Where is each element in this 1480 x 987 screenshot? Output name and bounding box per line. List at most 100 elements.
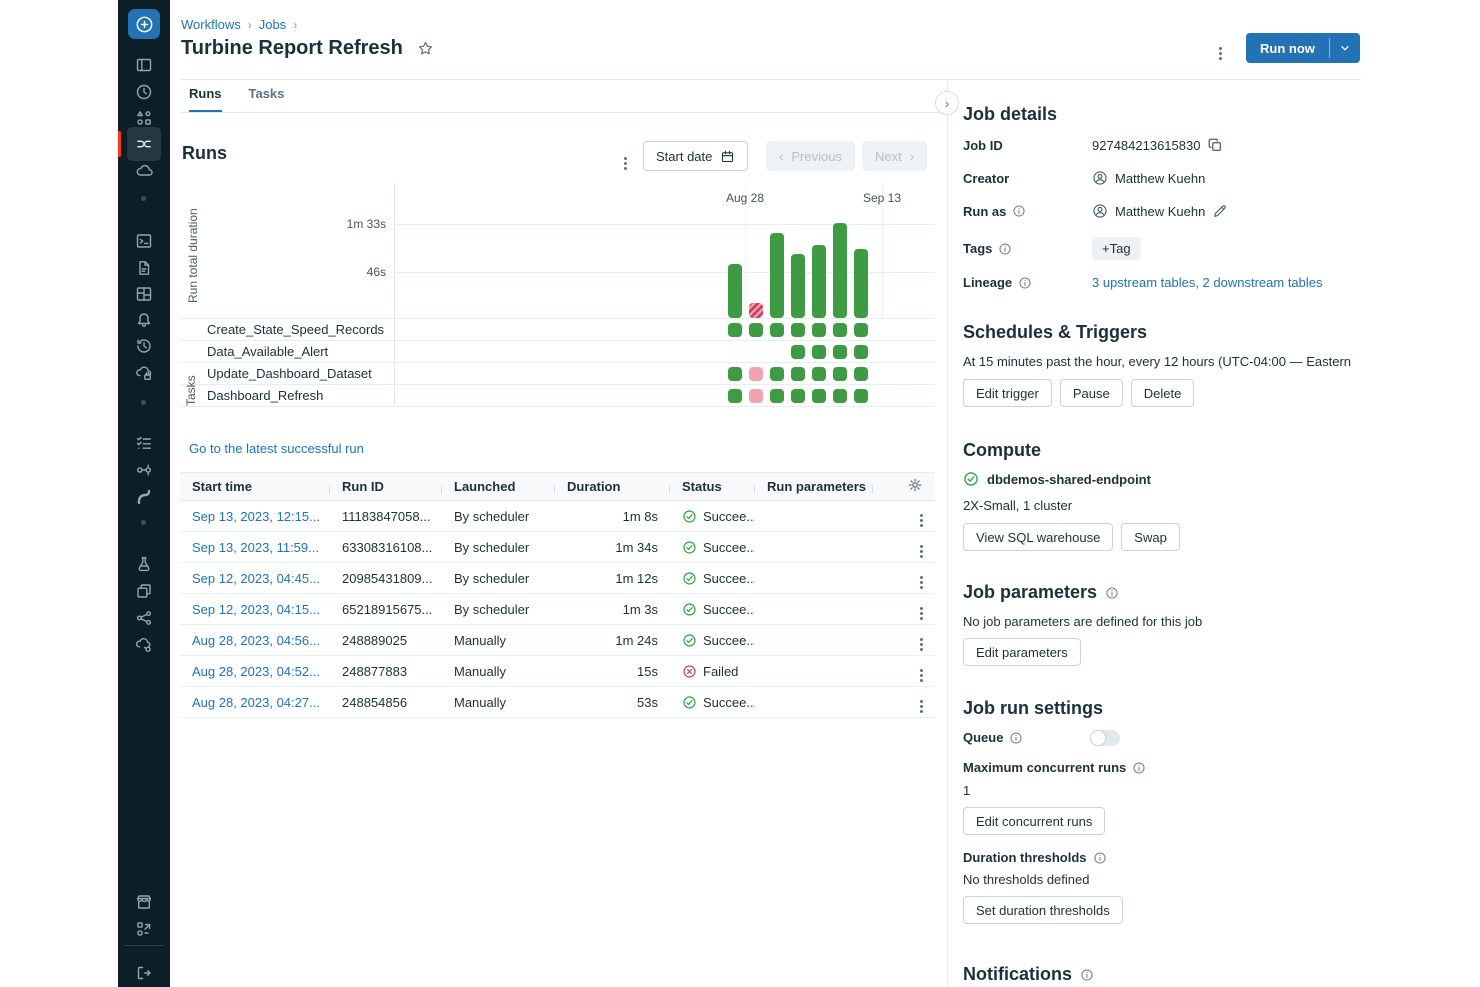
run-start-time-link[interactable]: Aug 28, 2023, 04:56...: [192, 633, 320, 648]
info-icon[interactable]: [1080, 968, 1094, 982]
row-kebab-icon[interactable]: [920, 669, 923, 682]
run-bar-success[interactable]: [728, 264, 742, 318]
sidebar-item-data-ingestion[interactable]: [131, 360, 157, 386]
run-bar-failed[interactable]: [749, 303, 763, 318]
sidebar-item-sql-editor[interactable]: [131, 228, 157, 254]
task-run-square-success[interactable]: [791, 367, 805, 381]
run-start-time-link[interactable]: Aug 28, 2023, 04:27...: [192, 695, 320, 710]
star-icon[interactable]: [417, 40, 434, 57]
next-button[interactable]: Next›: [862, 141, 927, 171]
sidebar-item-recents[interactable]: [131, 79, 157, 105]
task-run-square-success[interactable]: [854, 323, 868, 337]
latest-successful-run-link[interactable]: Go to the latest successful run: [189, 441, 364, 456]
task-run-square-success[interactable]: [728, 323, 742, 337]
task-run-square-success[interactable]: [854, 367, 868, 381]
task-run-square-success[interactable]: [854, 389, 868, 403]
task-run-square-success[interactable]: [812, 367, 826, 381]
edit-trigger-button[interactable]: Edit trigger: [963, 379, 1052, 407]
sidebar-item-query-history[interactable]: [131, 333, 157, 359]
sidebar-item-workspace[interactable]: [131, 52, 157, 78]
run-start-time-link[interactable]: Aug 28, 2023, 04:52...: [192, 664, 320, 679]
run-bar-success[interactable]: [833, 223, 847, 318]
sidebar-item-job-runs[interactable]: [131, 430, 157, 456]
copy-icon[interactable]: [1207, 137, 1223, 153]
task-run-square-success[interactable]: [791, 389, 805, 403]
pencil-icon[interactable]: [1212, 203, 1228, 219]
run-start-time-link[interactable]: Sep 13, 2023, 12:15...: [192, 509, 320, 524]
run-start-time-link[interactable]: Sep 12, 2023, 04:15...: [192, 602, 320, 617]
info-icon[interactable]: [1105, 586, 1119, 600]
sidebar-item-partner-connect[interactable]: [131, 916, 157, 942]
info-icon[interactable]: [1093, 851, 1107, 865]
column-header[interactable]: Start time: [180, 479, 330, 494]
column-header[interactable]: Status: [670, 479, 755, 494]
row-kebab-icon[interactable]: [920, 607, 923, 620]
lineage-link[interactable]: 3 upstream tables, 2 downstream tables: [1092, 275, 1323, 290]
swap-button[interactable]: Swap: [1121, 523, 1180, 551]
task-run-square-success[interactable]: [833, 323, 847, 337]
run-bar-success[interactable]: [791, 254, 805, 318]
task-run-square-success[interactable]: [854, 345, 868, 359]
tab-runs[interactable]: Runs: [189, 86, 222, 112]
sidebar-item-experiments[interactable]: [131, 551, 157, 577]
runs-options-kebab-icon[interactable]: [624, 148, 627, 170]
row-kebab-icon[interactable]: [920, 638, 923, 651]
sidebar-item-models[interactable]: [131, 605, 157, 631]
info-icon[interactable]: [1009, 731, 1023, 745]
delete-button[interactable]: Delete: [1131, 379, 1195, 407]
sidebar-item-dashboards[interactable]: [131, 281, 157, 307]
view-sql-warehouse-button[interactable]: View SQL warehouse: [963, 523, 1113, 551]
previous-button[interactable]: ‹Previous: [766, 141, 855, 171]
set-duration-thresholds-button[interactable]: Set duration thresholds: [963, 896, 1123, 924]
edit-concurrent-runs-button[interactable]: Edit concurrent runs: [963, 807, 1105, 835]
sidebar-item-pipelines[interactable]: [131, 484, 157, 510]
sidebar-item-marketplace[interactable]: [131, 889, 157, 915]
info-icon[interactable]: [998, 242, 1012, 256]
run-start-time-link[interactable]: Sep 13, 2023, 11:59...: [192, 540, 319, 555]
column-header[interactable]: Duration: [555, 479, 670, 494]
column-header[interactable]: Run ID: [330, 479, 442, 494]
add-tag-button[interactable]: +Tag: [1092, 237, 1141, 260]
task-run-square-success[interactable]: [791, 323, 805, 337]
sidebar-item-compute[interactable]: [131, 158, 157, 184]
sidebar-item-delta-sharing[interactable]: [131, 457, 157, 483]
task-run-square-success[interactable]: [770, 389, 784, 403]
new-button[interactable]: [128, 9, 160, 39]
column-header[interactable]: Launched: [442, 479, 555, 494]
run-bar-success[interactable]: [854, 249, 868, 318]
panel-collapse-button[interactable]: ›: [935, 91, 959, 115]
breadcrumb-workflows[interactable]: Workflows: [181, 17, 241, 32]
edit-parameters-button[interactable]: Edit parameters: [963, 638, 1081, 666]
breadcrumb-jobs[interactable]: Jobs: [259, 17, 286, 32]
gear-icon[interactable]: [907, 477, 923, 493]
task-run-square-success[interactable]: [791, 345, 805, 359]
task-run-square-success[interactable]: [770, 367, 784, 381]
pause-button[interactable]: Pause: [1060, 379, 1123, 407]
task-run-square-success[interactable]: [812, 345, 826, 359]
task-run-square-success[interactable]: [812, 323, 826, 337]
sidebar-item-serving[interactable]: [131, 632, 157, 658]
sidebar-item-exit[interactable]: [131, 960, 157, 986]
row-kebab-icon[interactable]: [920, 514, 923, 527]
tab-tasks[interactable]: Tasks: [249, 86, 285, 112]
sidebar-item-queries[interactable]: [131, 255, 157, 281]
task-run-square-success[interactable]: [728, 389, 742, 403]
task-run-square-skipped[interactable]: [749, 389, 763, 403]
run-bar-success[interactable]: [770, 233, 784, 318]
row-kebab-icon[interactable]: [920, 545, 923, 558]
start-date-button[interactable]: Start date: [643, 141, 748, 171]
row-kebab-icon[interactable]: [920, 576, 923, 589]
run-bar-success[interactable]: [812, 245, 826, 318]
sidebar-item-features[interactable]: [131, 578, 157, 604]
task-run-square-skipped[interactable]: [749, 367, 763, 381]
run-start-time-link[interactable]: Sep 12, 2023, 04:45...: [192, 571, 320, 586]
task-run-square-success[interactable]: [833, 345, 847, 359]
task-run-square-success[interactable]: [770, 323, 784, 337]
info-icon[interactable]: [1018, 276, 1032, 290]
queue-toggle[interactable]: [1090, 730, 1120, 746]
task-run-square-success[interactable]: [749, 323, 763, 337]
info-icon[interactable]: [1132, 761, 1146, 775]
task-run-square-success[interactable]: [833, 367, 847, 381]
column-header[interactable]: Run parameters: [755, 479, 873, 494]
task-run-square-success[interactable]: [812, 389, 826, 403]
